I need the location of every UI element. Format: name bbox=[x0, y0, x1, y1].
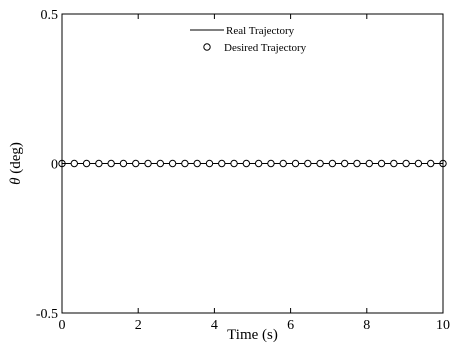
legend-marker-sample bbox=[203, 43, 211, 51]
desired-trajectory-point bbox=[427, 159, 435, 168]
desired-trajectory-point bbox=[267, 159, 275, 168]
desired-trajectory-point bbox=[218, 159, 226, 168]
desired-trajectory-point bbox=[70, 159, 78, 168]
x-tick-label: 0 bbox=[59, 318, 66, 333]
y-axis-symbol: θ bbox=[8, 177, 24, 185]
legend: Real Trajectory Desired Trajectory bbox=[190, 25, 307, 54]
y-tick-label: 0 bbox=[51, 158, 58, 173]
desired-trajectory-point bbox=[156, 159, 165, 168]
desired-trajectory-point bbox=[328, 159, 337, 168]
desired-trajectory-point bbox=[205, 159, 214, 168]
desired-trajectory-point bbox=[390, 159, 398, 168]
desired-trajectory-point bbox=[242, 159, 251, 168]
x-tick-label: 10 bbox=[436, 318, 450, 333]
desired-trajectory-point bbox=[402, 159, 410, 168]
x-tick-label: 2 bbox=[135, 318, 142, 333]
desired-trajectory-point bbox=[377, 159, 386, 168]
desired-trajectory-point bbox=[365, 159, 373, 168]
desired-trajectory-point bbox=[168, 159, 177, 168]
desired-trajectory-point bbox=[82, 159, 91, 168]
ticks-layer: 0 2 4 6 8 10-0.500.5 bbox=[36, 8, 450, 333]
desired-trajectory-point bbox=[144, 159, 152, 168]
desired-trajectory-point bbox=[254, 159, 263, 168]
desired-trajectory-point bbox=[132, 159, 140, 168]
y-axis-title: θ (deg) bbox=[8, 142, 24, 185]
x-tick-label: 4 bbox=[211, 318, 218, 333]
desired-trajectory-point bbox=[340, 159, 349, 168]
legend-label-desired: Desired Trajectory bbox=[224, 42, 307, 54]
desired-trajectory-point bbox=[95, 159, 103, 168]
desired-trajectory-point bbox=[107, 159, 115, 168]
x-axis-title: Time (s) bbox=[227, 327, 278, 343]
desired-trajectory-point bbox=[119, 159, 128, 168]
desired-trajectory-point bbox=[353, 159, 361, 168]
marks-layer bbox=[58, 159, 447, 168]
desired-trajectory-point bbox=[279, 159, 287, 168]
x-tick-label: 6 bbox=[287, 318, 294, 333]
x-tick-label: 8 bbox=[363, 318, 370, 333]
desired-trajectory-point bbox=[291, 159, 300, 168]
desired-trajectory-point bbox=[230, 159, 238, 168]
desired-trajectory-point bbox=[304, 159, 312, 168]
y-tick-label: 0.5 bbox=[41, 8, 59, 23]
y-axis-unit: (deg) bbox=[8, 142, 24, 177]
legend-label-real: Real Trajectory bbox=[226, 25, 295, 37]
desired-trajectory-point bbox=[414, 159, 423, 168]
desired-trajectory-point bbox=[181, 159, 189, 168]
y-tick-label: -0.5 bbox=[36, 307, 58, 322]
desired-trajectory-point bbox=[193, 159, 201, 168]
desired-trajectory-point bbox=[316, 159, 324, 168]
